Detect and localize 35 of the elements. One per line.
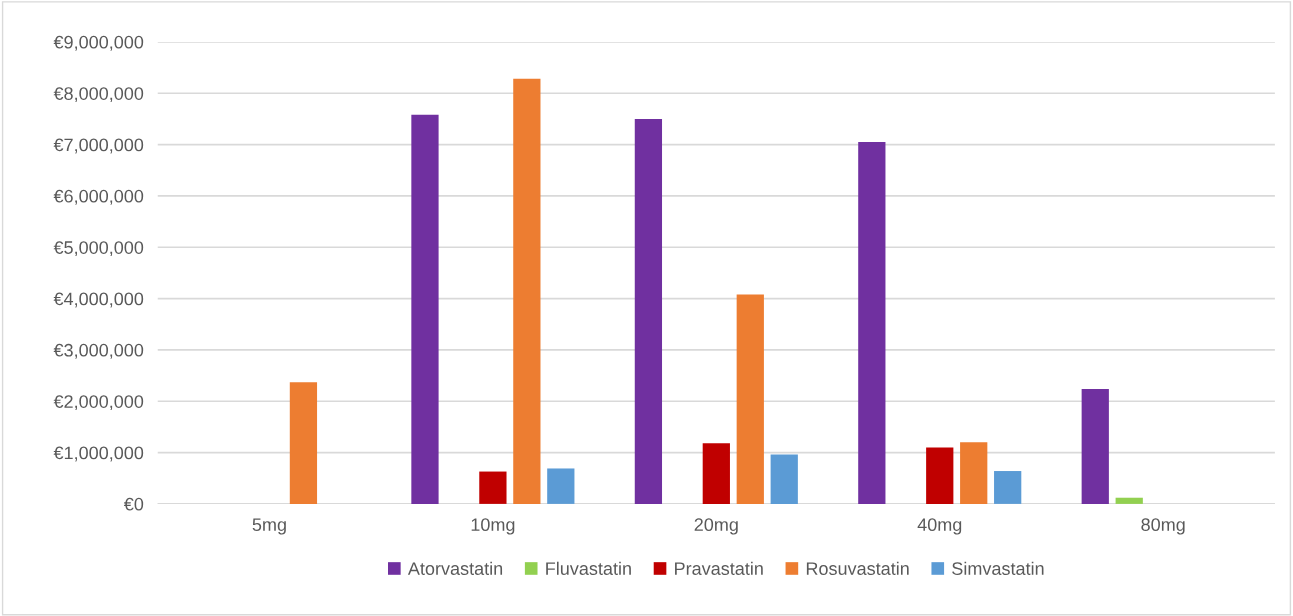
bar (1115, 497, 1143, 504)
bar (926, 447, 954, 504)
y-tick-label: €1,000,000 (53, 446, 144, 462)
bar (770, 454, 798, 504)
y-tick-label: €8,000,000 (53, 87, 144, 103)
bar (960, 442, 988, 504)
x-tick-label: 20mg (694, 518, 738, 535)
y-tick-label: €3,000,000 (53, 343, 144, 359)
legend-label: Atorvastatin (407, 561, 503, 575)
legend-label: Fluvastatin (546, 561, 631, 575)
y-tick-label: €6,000,000 (53, 189, 144, 205)
x-tick-label: 40mg (917, 518, 962, 535)
x-tick-label: 10mg (471, 518, 515, 535)
bar (858, 141, 886, 504)
y-tick-label: €5,000,000 (53, 241, 144, 257)
bar (479, 471, 507, 504)
bar (547, 468, 575, 504)
y-tick-label: €0 (123, 497, 144, 511)
bar (513, 78, 541, 504)
y-tick-label: €4,000,000 (53, 292, 144, 308)
bar (634, 118, 663, 504)
x-tick-label: 80mg (1141, 518, 1185, 535)
bar (702, 443, 730, 504)
bar (411, 114, 439, 504)
bar (289, 382, 318, 504)
bar (1081, 388, 1109, 504)
bar (994, 471, 1022, 504)
legend-label: Rosuvastatin (806, 561, 909, 575)
legend-label: Pravastatin (675, 561, 763, 575)
y-tick-label: €2,000,000 (53, 395, 144, 411)
y-tick-label: €7,000,000 (53, 138, 144, 154)
x-tick-label: 5mg (252, 518, 286, 535)
bar (736, 294, 764, 504)
y-tick-label: €9,000,000 (53, 35, 144, 51)
legend-label: Simvastatin (952, 561, 1044, 575)
